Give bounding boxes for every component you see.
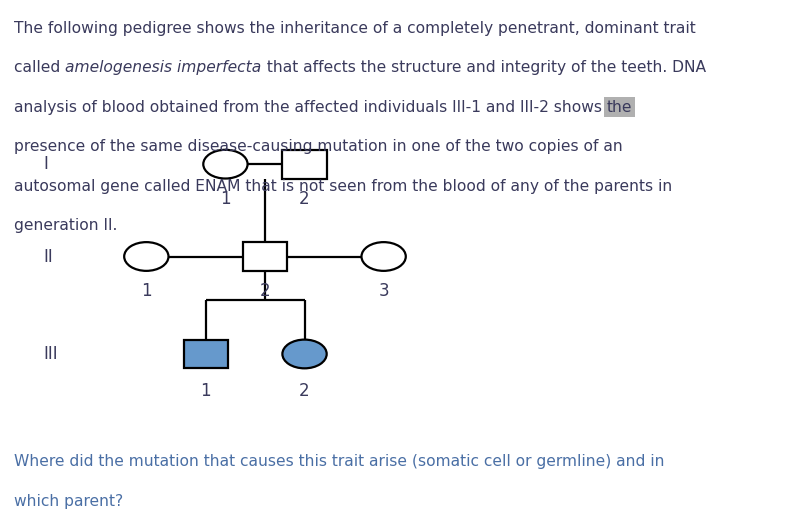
- Text: the: the: [607, 100, 633, 114]
- Circle shape: [361, 242, 406, 271]
- Text: II: II: [44, 247, 53, 266]
- Bar: [282, 150, 327, 179]
- Text: 1: 1: [220, 190, 231, 208]
- Text: 3: 3: [378, 282, 389, 300]
- Text: presence of the same disease-causing mutation in one of the two copies of an: presence of the same disease-causing mut…: [14, 139, 623, 154]
- Circle shape: [124, 242, 168, 271]
- Bar: [184, 340, 228, 368]
- Text: III: III: [44, 345, 58, 363]
- Text: The following pedigree shows the inheritance of a completely penetrant, dominant: The following pedigree shows the inherit…: [14, 21, 696, 35]
- Text: analysis of blood obtained from the affected individuals III-1 and III-2 shows: analysis of blood obtained from the affe…: [14, 100, 607, 114]
- Circle shape: [203, 150, 248, 179]
- Bar: [243, 242, 287, 271]
- Text: 2: 2: [299, 382, 310, 400]
- Text: I: I: [44, 155, 48, 173]
- Text: Where did the mutation that causes this trait arise (somatic cell or germline) a: Where did the mutation that causes this …: [14, 454, 664, 469]
- Text: autosomal gene called ENAM that is not seen from the blood of any of the parents: autosomal gene called ENAM that is not s…: [14, 179, 672, 193]
- Circle shape: [282, 340, 327, 368]
- Text: generation II.: generation II.: [14, 218, 118, 233]
- Text: 2: 2: [259, 282, 271, 300]
- Text: which parent?: which parent?: [14, 494, 123, 508]
- Text: 2: 2: [299, 190, 310, 208]
- Text: 1: 1: [200, 382, 211, 400]
- Text: that affects the structure and integrity of the teeth. DNA: that affects the structure and integrity…: [262, 60, 706, 75]
- Text: 1: 1: [141, 282, 152, 300]
- Text: called: called: [14, 60, 66, 75]
- Text: amelogenesis imperfecta: amelogenesis imperfecta: [66, 60, 262, 75]
